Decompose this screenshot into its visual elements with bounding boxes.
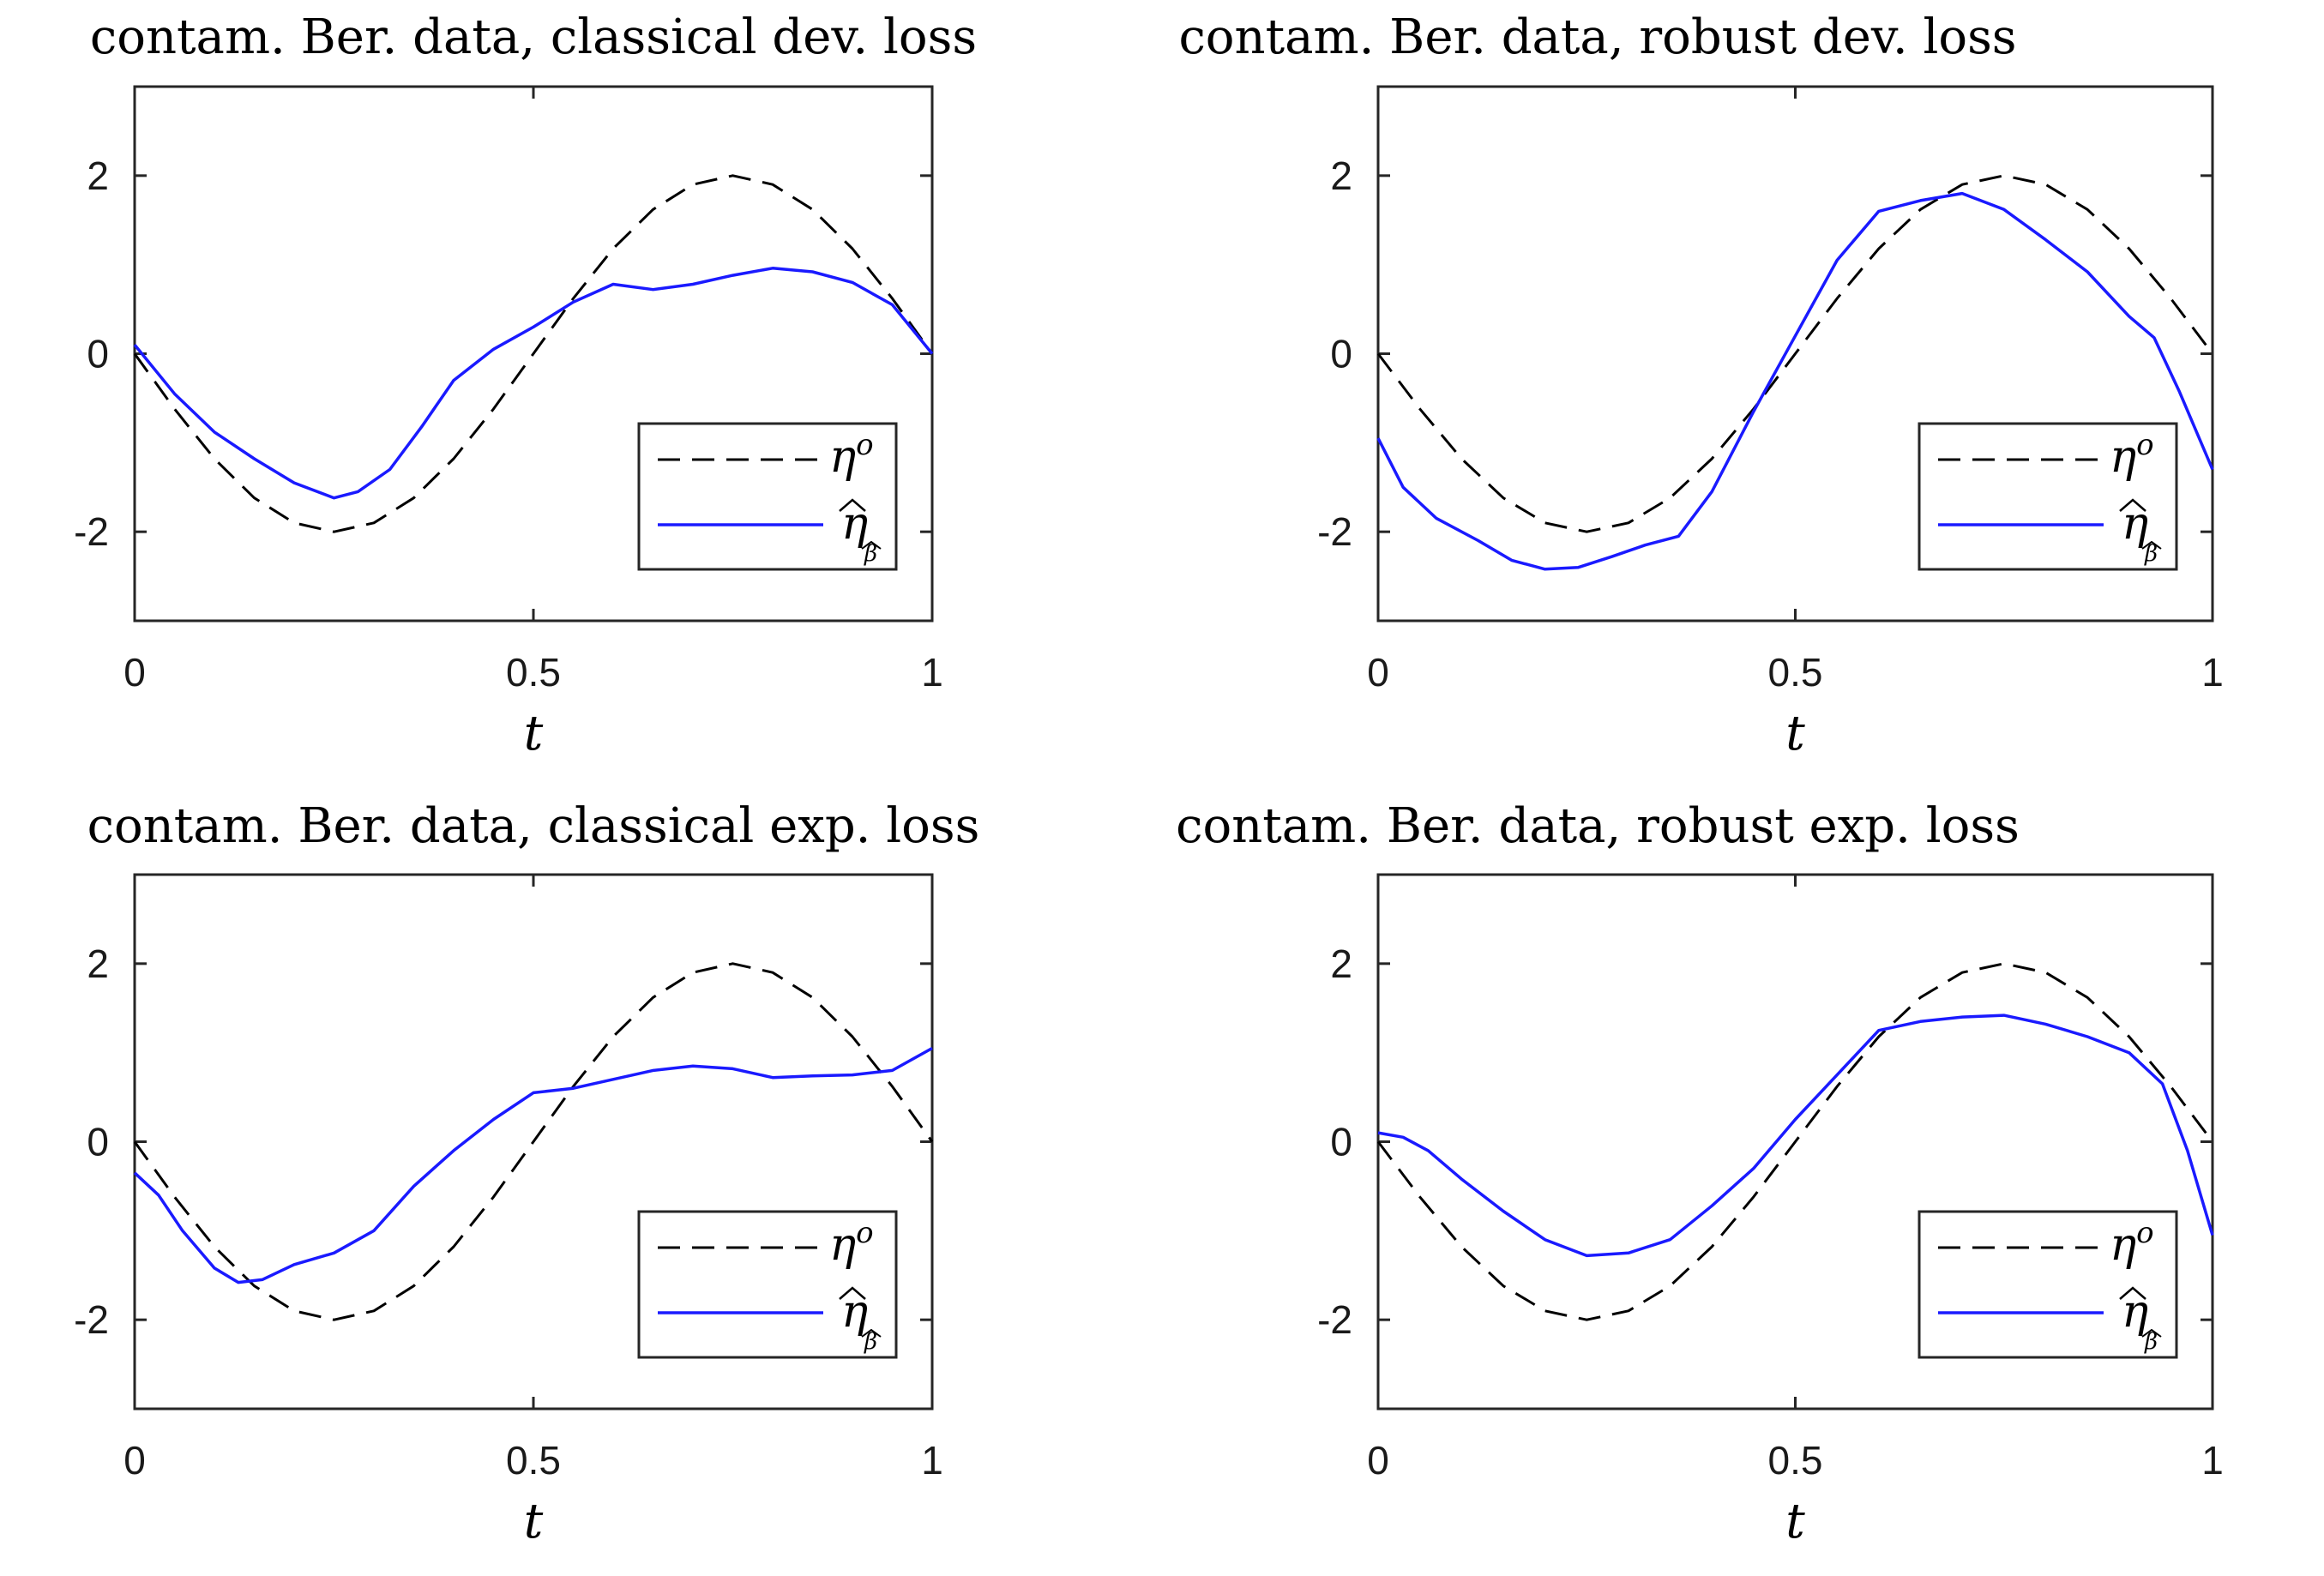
x-axis-label: t <box>1785 1494 1805 1549</box>
x-tick-label: 1 <box>921 650 943 695</box>
chart-panel-1: contam. Ber. data, classical dev. loss -2… <box>74 9 977 761</box>
x-tick-label: 0.5 <box>1768 1438 1823 1483</box>
chart-title: contam. Ber. data, robust dev. loss <box>1178 9 2016 65</box>
y-tick-label: 0 <box>87 1120 109 1164</box>
series-line-estimate-eta <box>1377 1014 2214 1258</box>
chart-panel-4: contam. Ber. data, robust exp. loss -2 0 2 0… <box>1176 798 2224 1549</box>
x-tick-label: 0.5 <box>506 1438 561 1483</box>
series-line-estimate-eta <box>133 267 934 500</box>
legend-eta-symbol: η <box>829 431 856 483</box>
x-axis-label: t <box>524 1494 544 1549</box>
legend-superscript: o <box>856 1216 873 1250</box>
hat-accent-icon <box>2119 1286 2146 1300</box>
hat-accent-icon <box>839 1286 866 1300</box>
chart-title: contam. Ber. data, classical exp. loss <box>87 798 980 854</box>
y-tick-label: -2 <box>1317 1297 1352 1342</box>
hat-accent-icon <box>2119 498 2146 512</box>
y-tick-label: 0 <box>87 332 109 376</box>
hat-accent-small-icon <box>2141 540 2162 550</box>
x-tick-label: 0 <box>123 1438 146 1483</box>
y-tick-label: 2 <box>87 941 109 986</box>
series-line-estimate-eta <box>1376 191 2214 571</box>
series-line-true-eta <box>133 962 934 1321</box>
legend-label-estimate-eta: η <box>841 498 868 550</box>
y-tick-label: 0 <box>1330 1120 1352 1164</box>
y-tick-label: 2 <box>1330 153 1352 198</box>
legend-subscript: β <box>864 1329 877 1355</box>
series-line-true-eta <box>1376 962 2214 1321</box>
hat-accent-small-icon <box>861 1328 882 1338</box>
legend-superscript: o <box>2136 1216 2153 1250</box>
legend-box <box>637 422 898 571</box>
legend-subscript: β <box>2144 1329 2158 1355</box>
legend-subscript: β <box>2144 541 2158 567</box>
hat-accent-icon <box>839 498 866 512</box>
legend-label-true-eta: ηo <box>829 1216 874 1271</box>
x-tick-label: 1 <box>921 1438 943 1483</box>
legend-superscript: o <box>856 428 873 462</box>
legend-label-estimate-eta: η <box>2122 498 2148 550</box>
legend-eta-symbol: η <box>2110 431 2136 483</box>
legend-label-estimate-eta: η <box>841 1286 868 1338</box>
x-tick-label: 0 <box>1367 650 1389 695</box>
legend-label-true-eta: ηo <box>829 428 874 483</box>
legend-label-estimate-eta: η <box>2122 1286 2148 1338</box>
x-tick-label: 0.5 <box>506 650 561 695</box>
y-tick-label: 0 <box>1330 332 1352 376</box>
y-tick-label: 2 <box>1330 941 1352 986</box>
x-tick-label: 0 <box>1367 1438 1389 1483</box>
chart-panel-2: contam. Ber. data, robust dev. loss -2 0 2 0… <box>1178 9 2223 761</box>
x-tick-label: 0 <box>123 650 146 695</box>
legend-superscript: o <box>2136 428 2153 462</box>
legend-label-true-eta: ηo <box>2110 1216 2154 1271</box>
series-line-true-eta <box>1376 174 2214 533</box>
hat-accent-small-icon <box>2141 1328 2162 1338</box>
series-line-true-eta <box>133 174 934 533</box>
x-tick-label: 1 <box>2201 650 2224 695</box>
y-tick-label: -2 <box>74 509 109 554</box>
legend-box <box>1918 422 2178 571</box>
chart-panel-3: contam. Ber. data, classical exp. loss -2… <box>74 798 979 1549</box>
legend-box <box>1918 1210 2178 1359</box>
y-tick-label: -2 <box>1317 509 1352 554</box>
chart-title: contam. Ber. data, classical dev. loss <box>90 9 977 65</box>
legend-eta-symbol: η <box>829 1219 856 1271</box>
y-tick-label: 2 <box>87 153 109 198</box>
x-axis-label: t <box>524 706 544 761</box>
series-line-estimate-eta <box>133 1046 933 1284</box>
x-tick-label: 1 <box>2201 1438 2224 1483</box>
x-tick-label: 0.5 <box>1768 650 1823 695</box>
legend-eta-symbol: η <box>2110 1219 2136 1271</box>
chart-title: contam. Ber. data, robust exp. loss <box>1176 798 2020 854</box>
hat-accent-small-icon <box>861 540 882 550</box>
y-tick-label: -2 <box>74 1297 109 1342</box>
legend-box <box>637 1210 898 1359</box>
legend-subscript: β <box>864 541 877 567</box>
x-axis-label: t <box>1785 706 1805 761</box>
legend-label-true-eta: ηo <box>2110 428 2154 483</box>
